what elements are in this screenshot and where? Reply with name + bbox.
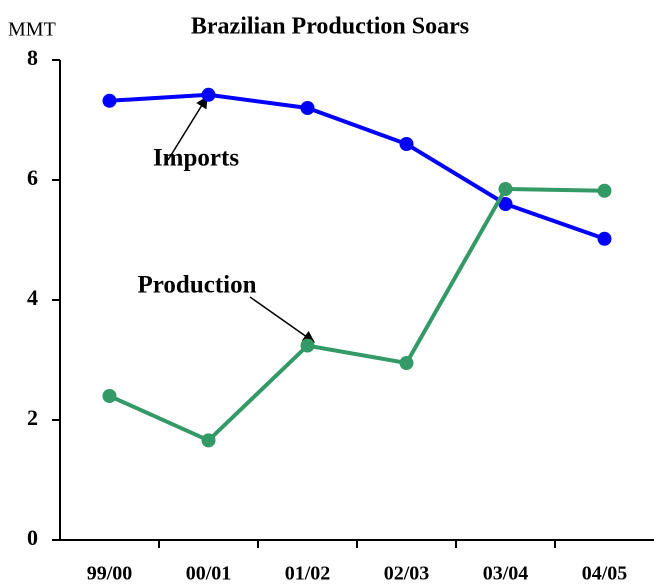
x-tick-label: 01/02 bbox=[285, 563, 331, 584]
point bbox=[102, 389, 117, 403]
y-tick-label: 6 bbox=[27, 165, 38, 190]
y-tick-label: 2 bbox=[27, 405, 38, 430]
point bbox=[102, 93, 117, 108]
annotation-arrow bbox=[167, 95, 208, 161]
x-tick-label: 02/03 bbox=[384, 563, 430, 584]
x-tick-label: 04/05 bbox=[582, 563, 628, 584]
point bbox=[399, 356, 414, 370]
x-tick-label: 00/01 bbox=[186, 563, 232, 584]
point bbox=[201, 433, 216, 448]
series-label: Imports bbox=[153, 145, 239, 172]
point bbox=[498, 182, 513, 196]
point bbox=[597, 183, 612, 198]
x-tick-label: 99/00 bbox=[87, 563, 133, 584]
point bbox=[300, 101, 315, 115]
y-tick-label: 4 bbox=[27, 285, 38, 310]
point bbox=[300, 338, 315, 353]
y-tick-label: 8 bbox=[27, 45, 38, 70]
point bbox=[201, 87, 216, 102]
point bbox=[597, 231, 612, 246]
series-label: Production bbox=[138, 272, 257, 299]
line bbox=[108, 186, 605, 443]
chart-title: Brazilian Production Soars bbox=[191, 14, 469, 40]
point bbox=[498, 197, 513, 211]
y-axis-label: MMT bbox=[8, 19, 56, 41]
y-tick-label: 0 bbox=[27, 525, 38, 550]
point bbox=[399, 137, 414, 151]
x-tick-label: 03/04 bbox=[483, 563, 529, 584]
line bbox=[109, 92, 606, 241]
annotation-arrow bbox=[249, 296, 315, 343]
